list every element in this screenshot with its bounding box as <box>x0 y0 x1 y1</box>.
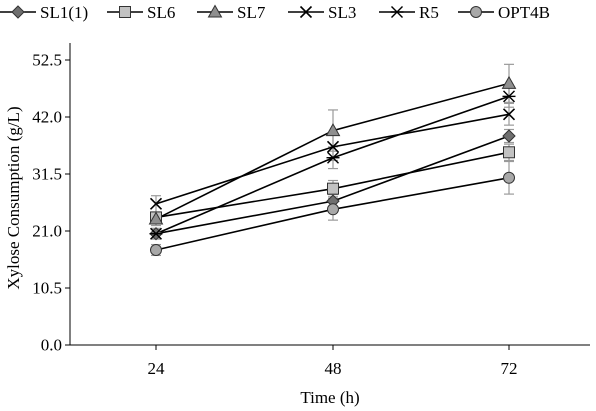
legend-label: R5 <box>419 3 439 22</box>
legend-item: SL7 <box>197 3 266 22</box>
data-point <box>502 129 516 143</box>
x-tick-label: 24 <box>148 359 166 378</box>
y-tick-label: 0.0 <box>41 336 62 355</box>
data-point <box>149 197 163 210</box>
legend-item: R5 <box>379 3 439 22</box>
legend-item: OPT4B <box>458 3 550 22</box>
data-point <box>503 171 515 184</box>
data-point <box>326 140 340 153</box>
legend-marker <box>11 5 25 19</box>
legend-item: SL6 <box>107 3 175 22</box>
y-axis: 0.0 10.5 21.0 31.5 42.0 52.5 <box>32 43 71 355</box>
data-point <box>502 108 516 121</box>
data-point <box>148 211 164 225</box>
y-axis-label: Xylose Consumption (g/L) <box>4 106 23 289</box>
error-bars <box>151 63 514 257</box>
data-point <box>501 75 517 89</box>
data-point <box>326 151 340 164</box>
data-point <box>150 244 162 256</box>
x-tick-label: 72 <box>501 359 518 378</box>
y-tick-label: 42.0 <box>32 108 62 127</box>
legend-item: SL3 <box>288 3 356 22</box>
y-tick-label: 10.5 <box>32 279 62 298</box>
legend: SL1(1) SL6 SL7 SL3 R5 OPT4B <box>0 3 550 22</box>
y-tick-label: 31.5 <box>32 165 62 184</box>
y-tick-label: 52.5 <box>32 51 62 70</box>
legend-marker <box>119 6 131 18</box>
legend-marker <box>470 6 482 18</box>
x-tick-label: 48 <box>325 359 342 378</box>
y-tick-label: 21.0 <box>32 222 62 241</box>
legend-label: SL6 <box>147 3 175 22</box>
legend-marker <box>390 6 404 18</box>
legend-label: OPT4B <box>498 3 550 22</box>
x-axis-label: Time (h) <box>300 388 359 407</box>
legend-marker <box>299 5 313 19</box>
data-point <box>325 123 341 137</box>
data-point <box>503 146 515 159</box>
legend-item: SL1(1) <box>0 3 88 22</box>
data-point <box>327 182 339 195</box>
legend-label: SL1(1) <box>40 3 88 22</box>
data-point <box>327 203 339 216</box>
data-point <box>149 227 163 240</box>
legend-label: SL3 <box>328 3 356 22</box>
x-axis: 24 48 72 <box>70 344 590 378</box>
series-markers <box>148 75 517 256</box>
legend-marker <box>207 4 223 18</box>
data-point <box>502 90 516 103</box>
legend-label: SL7 <box>237 3 266 22</box>
